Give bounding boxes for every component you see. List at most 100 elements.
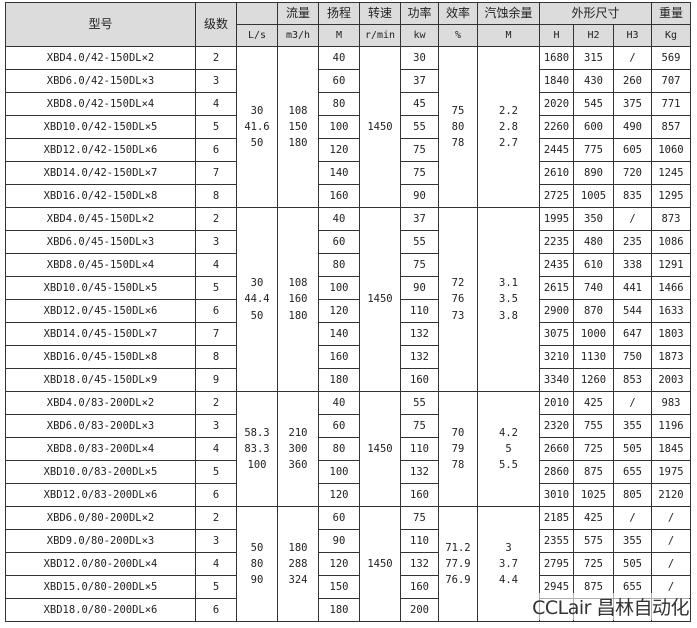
unit-npsh: M: [477, 24, 540, 47]
cell-power: 75: [400, 506, 439, 530]
cell-power: 160: [400, 483, 439, 507]
cell-weight: 1086: [651, 230, 691, 254]
cell-h3: 505: [613, 552, 652, 576]
cell-model: XBD14.0/42-150DL×7: [5, 161, 196, 185]
table-row: XBD14.0/42-150DL×7 7 140 75 2610 890 720 1245: [5, 161, 691, 185]
cell-h2: 425: [573, 506, 614, 530]
unit-m3h: m3/h: [277, 24, 319, 47]
cell-head: 100: [318, 115, 360, 139]
unit-ls: L/s: [236, 24, 278, 47]
cell-h2: 1025: [573, 483, 614, 507]
cell-weight: /: [651, 529, 691, 553]
cell-model: XBD9.0/80-200DL×3: [5, 529, 196, 553]
cell-h3: 835: [613, 184, 652, 208]
cell-weight: 1295: [651, 184, 691, 208]
cell-h: 2795: [539, 552, 574, 576]
cell-stages: 3: [195, 69, 237, 93]
cell-head: 140: [318, 161, 360, 185]
cell-h: 2445: [539, 138, 574, 162]
cell-model: XBD4.0/42-150DL×2: [5, 46, 196, 70]
cell-model: XBD10.0/83-200DL×5: [5, 460, 196, 484]
cell-weight: 707: [651, 69, 691, 93]
cell-stages: 3: [195, 529, 237, 553]
cell-h3: 260: [613, 69, 652, 93]
cell-head: 180: [318, 368, 360, 392]
cell-weight: 1845: [651, 437, 691, 461]
cell-h2: 430: [573, 69, 614, 93]
cell-h: 3210: [539, 345, 574, 369]
cell-h3: 505: [613, 437, 652, 461]
cell-model: XBD12.0/45-150DL×6: [5, 299, 196, 323]
cell-model: XBD4.0/45-150DL×2: [5, 207, 196, 231]
unit-eff: %: [438, 24, 478, 47]
cell-stages: 7: [195, 161, 237, 185]
cell-h3: 355: [613, 529, 652, 553]
cell-h2: 610: [573, 253, 614, 277]
cell-h: 2185: [539, 506, 574, 530]
cell-model: XBD16.0/42-150DL×8: [5, 184, 196, 208]
cell-head: 60: [318, 506, 360, 530]
cell-model: XBD6.0/42-150DL×3: [5, 69, 196, 93]
cell-h: 3010: [539, 483, 574, 507]
header-efficiency: 效率: [438, 2, 478, 25]
cell-power: 75: [400, 414, 439, 438]
cell-h: 1995: [539, 207, 574, 231]
cell-h2: 1260: [573, 368, 614, 392]
cell-flow-m3h: 210 300 360: [277, 391, 319, 507]
cell-weight: 983: [651, 391, 691, 415]
cell-h: 2235: [539, 230, 574, 254]
cell-stages: 4: [195, 552, 237, 576]
table-row: XBD10.0/45-150DL×5 5 100 90 2615 740 441 1466: [5, 276, 691, 300]
cell-stages: 6: [195, 299, 237, 323]
header-npsh: 汽蚀余量: [477, 2, 540, 25]
cell-h3: /: [613, 46, 652, 70]
cell-power: 110: [400, 437, 439, 461]
table-row: XBD12.0/83-200DL×6 6 120 160 3010 1025 805 2120: [5, 483, 691, 507]
cell-h2: 725: [573, 437, 614, 461]
cell-stages: 2: [195, 46, 237, 70]
cell-power: 132: [400, 460, 439, 484]
cell-model: XBD6.0/80-200DL×2: [5, 506, 196, 530]
unit-kg: Kg: [651, 24, 691, 47]
cell-h: 2355: [539, 529, 574, 553]
cell-weight: 1803: [651, 322, 691, 346]
cell-head: 60: [318, 69, 360, 93]
header-flow-blank: [236, 2, 278, 25]
cell-model: XBD12.0/83-200DL×6: [5, 483, 196, 507]
cell-h2: 480: [573, 230, 614, 254]
cell-model: XBD8.0/45-150DL×4: [5, 253, 196, 277]
cell-stages: 8: [195, 345, 237, 369]
unit-h3: H3: [613, 24, 652, 47]
cell-h: 2435: [539, 253, 574, 277]
cell-stages: 3: [195, 230, 237, 254]
cell-h2: 425: [573, 391, 614, 415]
cell-model: XBD16.0/45-150DL×8: [5, 345, 196, 369]
cell-head: 120: [318, 483, 360, 507]
cell-power: 55: [400, 391, 439, 415]
cell-head: 90: [318, 529, 360, 553]
cell-h3: 375: [613, 92, 652, 116]
header-head: 扬程: [318, 2, 360, 25]
cell-h2: 545: [573, 92, 614, 116]
cell-stages: 5: [195, 575, 237, 599]
cell-stages: 2: [195, 506, 237, 530]
cell-stages: 2: [195, 207, 237, 231]
cell-stages: 8: [195, 184, 237, 208]
cell-efficiency: 75 80 78: [438, 46, 478, 208]
cell-model: XBD14.0/45-150DL×7: [5, 322, 196, 346]
table-row: XBD6.0/42-150DL×3 3 60 37 1840 430 260 707: [5, 69, 691, 93]
cell-stages: 4: [195, 437, 237, 461]
cell-weight: 771: [651, 92, 691, 116]
cell-h: 2615: [539, 276, 574, 300]
cell-h2: 575: [573, 529, 614, 553]
cell-npsh: 3 3.7 4.4: [477, 506, 540, 622]
cell-flow-m3h: 180 288 324: [277, 506, 319, 622]
watermark: CCLair 昌林自动化: [532, 593, 689, 620]
cell-h: 2900: [539, 299, 574, 323]
cell-power: 132: [400, 345, 439, 369]
cell-head: 140: [318, 322, 360, 346]
cell-head: 80: [318, 92, 360, 116]
header-dimensions: 外形尺寸: [539, 2, 652, 25]
unit-power: kw: [400, 24, 439, 47]
cell-h3: 355: [613, 414, 652, 438]
